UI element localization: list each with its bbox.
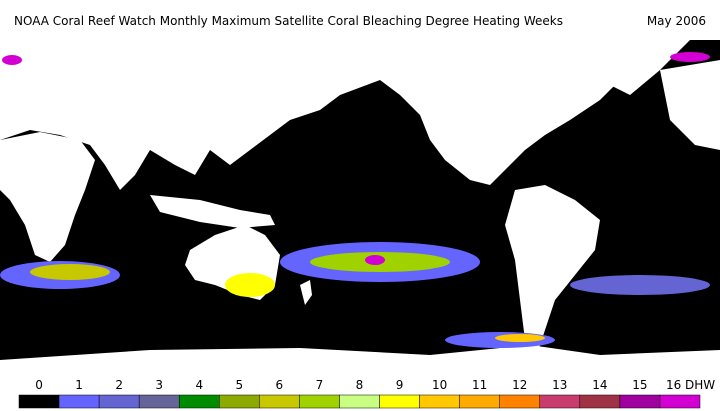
bleaching-area bbox=[30, 264, 110, 280]
colorbar-label: 9 bbox=[396, 378, 404, 392]
landmasses bbox=[0, 40, 720, 376]
colorbar-label: 5 bbox=[236, 378, 244, 392]
colorbar-label: 13 bbox=[552, 378, 567, 392]
title: NOAA Coral Reef Watch Monthly Maximum Sa… bbox=[14, 14, 563, 28]
colorbar-label: 4 bbox=[195, 378, 203, 392]
north-america bbox=[380, 40, 620, 185]
colorbar-label: 12 bbox=[512, 378, 527, 392]
africa bbox=[0, 132, 95, 262]
bleaching-area bbox=[570, 275, 710, 295]
colorbar-label: 10 bbox=[432, 378, 447, 392]
colorbar-swatch bbox=[219, 394, 260, 409]
date: May 2006 bbox=[647, 14, 706, 28]
colorbar: 0 1 2 3 4 5 6 7 8 9 10 11 12 13 14 15 16 DHW bbox=[18, 378, 715, 409]
colorbar-swatch bbox=[339, 394, 380, 409]
colorbar-swatch bbox=[299, 394, 340, 409]
bleaching-areas bbox=[0, 52, 710, 348]
bleaching-area bbox=[670, 52, 710, 62]
indonesia bbox=[150, 195, 275, 228]
colorbar-swatch bbox=[138, 394, 180, 409]
colorbar-swatch bbox=[579, 394, 621, 409]
colorbar-label: 2 bbox=[115, 378, 123, 392]
colorbar-swatch bbox=[259, 394, 300, 409]
colorbar-label: 15 bbox=[632, 378, 647, 392]
colorbar-label: 1 bbox=[75, 378, 83, 392]
colorbar-swatch bbox=[178, 394, 220, 409]
colorbar-label: 3 bbox=[155, 378, 163, 392]
colorbar-swatch bbox=[659, 394, 701, 409]
antarctica bbox=[0, 345, 720, 376]
colorbar-swatch bbox=[18, 394, 60, 409]
colorbar-swatch bbox=[419, 394, 460, 409]
eurasia bbox=[0, 40, 430, 190]
colorbar-label: 0 bbox=[35, 378, 43, 392]
colorbar-label: 16 DHW bbox=[666, 378, 715, 392]
colorbar-label: 8 bbox=[356, 378, 364, 392]
bleaching-area bbox=[495, 334, 545, 342]
europe bbox=[660, 60, 720, 150]
colorbar-label: 11 bbox=[472, 378, 487, 392]
colorbar-swatch bbox=[459, 394, 500, 409]
colorbar-label: 7 bbox=[316, 378, 324, 392]
colorbar-swatch bbox=[619, 394, 661, 409]
bleaching-area bbox=[225, 273, 275, 297]
colorbar-label: 6 bbox=[276, 378, 284, 392]
greenland bbox=[560, 40, 690, 95]
colorbar-swatch bbox=[499, 394, 541, 409]
south-america bbox=[505, 185, 600, 360]
bleaching-area bbox=[365, 255, 385, 265]
new-zealand bbox=[300, 280, 312, 305]
colorbar-label: 14 bbox=[592, 378, 607, 392]
bleaching-area bbox=[2, 55, 22, 65]
colorbar-swatch bbox=[98, 394, 140, 409]
colorbar-swatch bbox=[539, 394, 581, 409]
colorbar-swatch bbox=[379, 394, 420, 409]
colorbar-swatch bbox=[58, 394, 100, 409]
